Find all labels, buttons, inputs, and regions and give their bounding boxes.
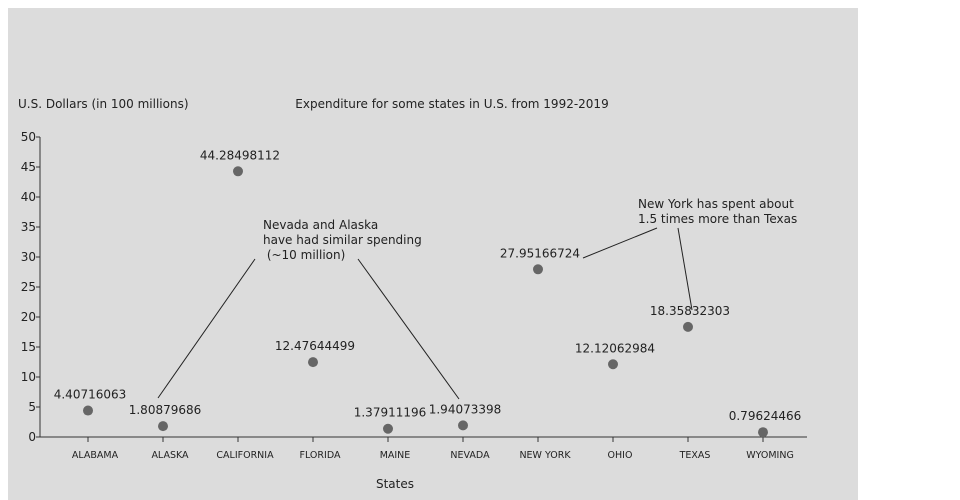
data-point [83,405,93,416]
data-label: 1.37911196 [354,406,427,420]
data-label: 1.80879686 [129,403,202,417]
y-tick-label: 35 [21,220,36,234]
chart-title: Expenditure for some states in U.S. from… [295,97,608,111]
annotation-pointer [677,227,693,311]
data-point [533,264,543,275]
annotation-text: Nevada and Alaska [263,218,378,232]
x-tick-label: CALIFORNIA [216,450,274,461]
annotation-pointer [157,258,256,399]
data-label: 27.95166724 [500,246,580,260]
x-tick-label: FLORIDA [300,450,341,461]
y-tick-label: 5 [28,400,36,414]
axes: 0 5 10 15 20 25 30 35 40 45 50 ALABAMA ALASKA CALIFOR… [21,130,807,461]
annotation-text: 1.5 times more than Texas [638,212,797,226]
data-point [608,359,618,370]
chart-panel [8,8,858,500]
x-tick-label: OHIO [608,450,633,461]
y-tick-label: 15 [21,340,36,354]
annotation-pointer [582,227,658,259]
data-point [758,427,768,438]
annotation-text: have had similar spending [263,233,422,247]
x-tick-label: ALASKA [151,450,189,461]
y-axis-label: U.S. Dollars (in 100 millions) [18,97,189,111]
data-point [158,421,168,432]
data-point [383,423,393,434]
annotation-pointer [357,258,460,400]
x-tick-label: WYOMING [746,450,794,461]
data-label: 12.12062984 [575,341,655,355]
data-label: 44.28498112 [200,148,280,162]
y-tick-label: 20 [21,310,36,324]
y-tick-label: 40 [21,190,36,204]
x-tick-label: NEW YORK [519,450,571,461]
x-tick-label: TEXAS [679,450,711,461]
data-point [233,166,243,177]
y-tick-label: 30 [21,250,36,264]
annotation-text: (~10 million) [263,248,345,262]
data-point [308,357,318,368]
y-tick-label: 50 [21,130,36,144]
data-label: 18.35832303 [650,304,730,318]
annotation-text: New York has spent about [638,197,794,211]
x-tick-label: NEVADA [450,450,490,461]
y-tick-label: 10 [21,370,36,384]
data-label: 12.47644499 [275,339,355,353]
x-tick-label: MAINE [380,450,411,461]
data-label: 0.79624466 [729,409,802,423]
x-axis-label: States [376,477,414,491]
y-tick-label: 0 [28,430,36,444]
y-tick-label: 45 [21,160,36,174]
y-tick-label: 25 [21,280,36,294]
data-label: 4.40716063 [54,388,127,402]
data-point [683,321,693,332]
x-tick-label: ALABAMA [72,450,119,461]
data-point [458,420,468,431]
data-label: 1.94073398 [429,402,502,416]
